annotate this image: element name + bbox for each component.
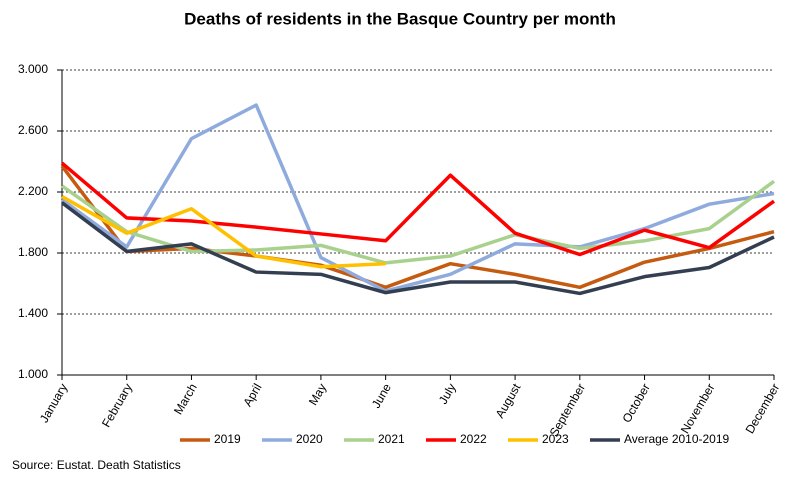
y-tick-label: 1.800 <box>18 245 48 259</box>
y-tick-label: 1.000 <box>18 367 48 381</box>
x-tick-label: February <box>99 381 135 430</box>
chart-title: Deaths of residents in the Basque Countr… <box>184 9 616 28</box>
y-tick-label: 1.400 <box>18 306 48 320</box>
series-line <box>61 195 386 269</box>
x-tick-label: June <box>369 381 394 411</box>
x-tick-label: January <box>37 381 70 425</box>
x-tick-label: May <box>306 381 329 408</box>
x-tick-label: November <box>678 381 718 436</box>
y-tick-label: 2.200 <box>18 184 48 198</box>
source: Source: Eustat. Death Statistics <box>12 458 181 472</box>
series-line <box>60 179 776 265</box>
legend-label: 2019 <box>214 432 241 446</box>
x-tick-label: September <box>547 381 588 439</box>
x-tick-label: July <box>436 381 459 406</box>
x-tick-label: December <box>743 381 783 436</box>
y-tick-label: 2.600 <box>18 123 48 137</box>
x-tick-label: October <box>619 381 652 425</box>
series-line <box>60 165 775 290</box>
series-line <box>60 201 775 296</box>
legend-label: 2023 <box>542 432 569 446</box>
legend-label: 2021 <box>378 432 405 446</box>
legend-label: Average 2010-2019 <box>624 432 730 446</box>
x-tick-label: March <box>171 381 200 417</box>
x-tick-label: April <box>240 381 264 409</box>
legend-label: 2020 <box>296 432 323 446</box>
series-line <box>60 161 776 257</box>
y-tick-label: 3.000 <box>18 62 48 76</box>
legend-label: 2022 <box>460 432 487 446</box>
x-tick-label: August <box>493 381 524 421</box>
series-line <box>60 103 775 293</box>
